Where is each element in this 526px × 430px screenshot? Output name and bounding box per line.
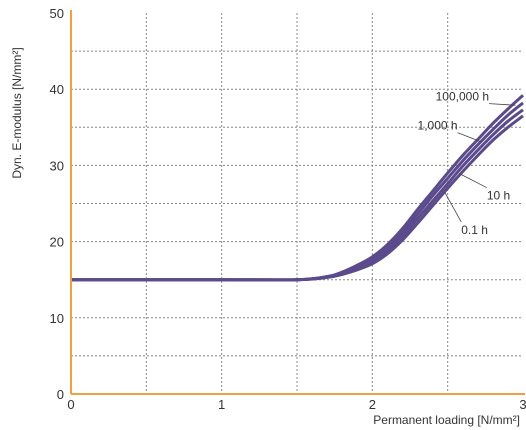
annotation-label: 10 h [487, 189, 510, 203]
y-tick-label: 20 [50, 235, 64, 250]
y-tick-label: 30 [50, 158, 64, 173]
annotation-leader [444, 191, 462, 223]
y-tick-label: 40 [50, 82, 64, 97]
y-tick-label: 0 [57, 387, 64, 402]
annotation-leader [457, 132, 481, 143]
y-axis-label: Dyn. E-modulus [N/mm²] [10, 47, 24, 178]
annotation-label: 1,000 h [418, 119, 458, 133]
annotation-leader [488, 103, 516, 106]
grid [71, 13, 523, 394]
x-tick-label: 3 [519, 397, 526, 412]
annotation-label: 100,000 h [436, 90, 489, 104]
y-tick-label: 10 [50, 311, 64, 326]
plot-lines [71, 94, 525, 282]
x-tick-label: 0 [67, 397, 74, 412]
x-tick-label: 2 [369, 397, 376, 412]
series-line [71, 94, 525, 282]
y-tick-labels: 0 10 20 30 40 50 [50, 6, 64, 402]
axes [70, 10, 525, 395]
x-tick-labels: 0 1 2 3 [67, 397, 526, 412]
x-axis-label: Permanent loading [N/mm²] [373, 413, 520, 427]
annotation-leader [459, 173, 488, 189]
annotation-label: 0.1 h [461, 223, 488, 237]
y-tick-label: 50 [50, 6, 64, 21]
annotations: 100,000 h 1,000 h 10 h 0.1 h [418, 90, 516, 237]
x-tick-label: 1 [218, 397, 225, 412]
